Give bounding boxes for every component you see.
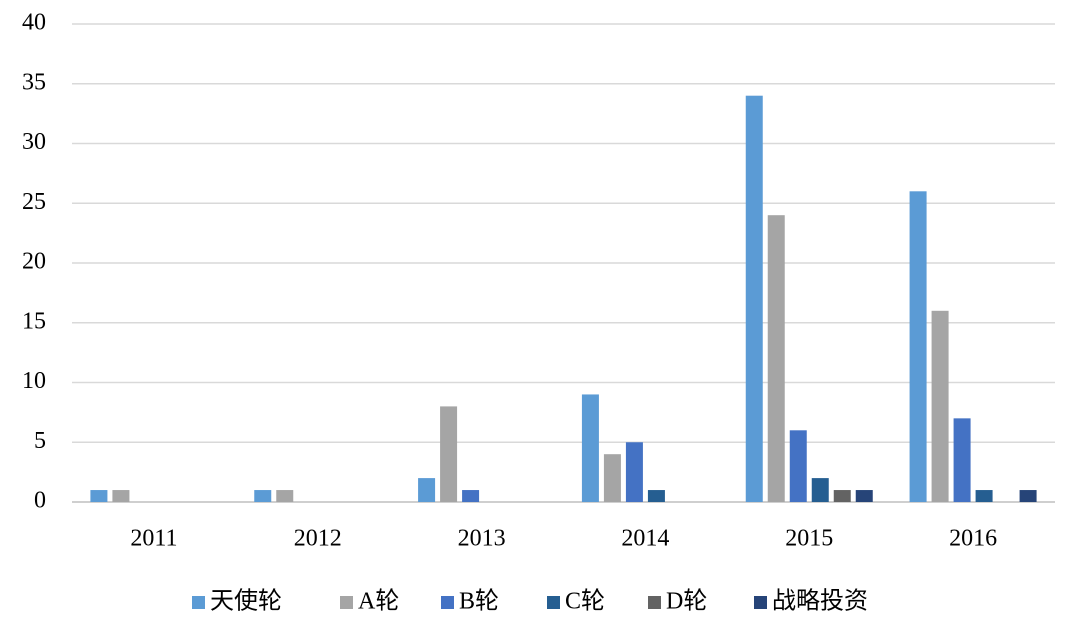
legend-label: 战略投资: [772, 588, 868, 615]
bar: [90, 490, 108, 502]
bar: [931, 310, 949, 502]
bar: [767, 215, 785, 502]
legend-label: B轮: [459, 588, 499, 615]
legend-swatch: [441, 596, 454, 609]
bar: [462, 490, 480, 502]
x-tick-label: 2012: [294, 526, 342, 552]
y-tick-label: 5: [34, 428, 46, 454]
y-tick-label: 40: [22, 10, 46, 36]
bar: [833, 490, 851, 502]
x-tick-label: 2014: [621, 526, 669, 552]
x-tick-label: 2015: [785, 526, 833, 552]
bar: [1019, 490, 1037, 502]
y-tick-label: 20: [22, 249, 46, 275]
legend-swatch: [340, 596, 353, 609]
bar: [440, 406, 458, 502]
y-tick-label: 15: [22, 308, 46, 334]
x-tick-label: 2013: [458, 526, 506, 552]
y-tick-label: 25: [22, 189, 46, 215]
bar: [647, 490, 665, 502]
x-tick-label: 2016: [949, 526, 997, 552]
legend-label: A轮: [358, 588, 399, 615]
legend-swatch: [192, 596, 205, 609]
bar: [745, 95, 763, 502]
legend-swatch: [754, 596, 767, 609]
bar: [909, 191, 927, 503]
bar: [418, 478, 436, 502]
bar: [975, 490, 993, 502]
bar: [112, 490, 130, 502]
y-tick-label: 0: [34, 488, 46, 514]
bar: [254, 490, 272, 502]
bar: [625, 442, 643, 502]
legend-swatch: [648, 596, 661, 609]
bar: [811, 478, 829, 502]
legend-label: D轮: [666, 588, 707, 615]
legend-label: 天使轮: [210, 588, 282, 615]
bar: [789, 430, 807, 502]
bar: [603, 454, 621, 502]
bar: [855, 490, 873, 502]
bar: [953, 418, 971, 502]
y-tick-label: 10: [22, 368, 46, 394]
legend-label: C轮: [565, 588, 605, 615]
y-tick-label: 30: [22, 129, 46, 155]
bar: [276, 490, 294, 502]
legend-swatch: [547, 596, 560, 609]
y-tick-label: 35: [22, 69, 46, 95]
x-tick-label: 2011: [130, 526, 177, 552]
bar: [581, 394, 599, 502]
